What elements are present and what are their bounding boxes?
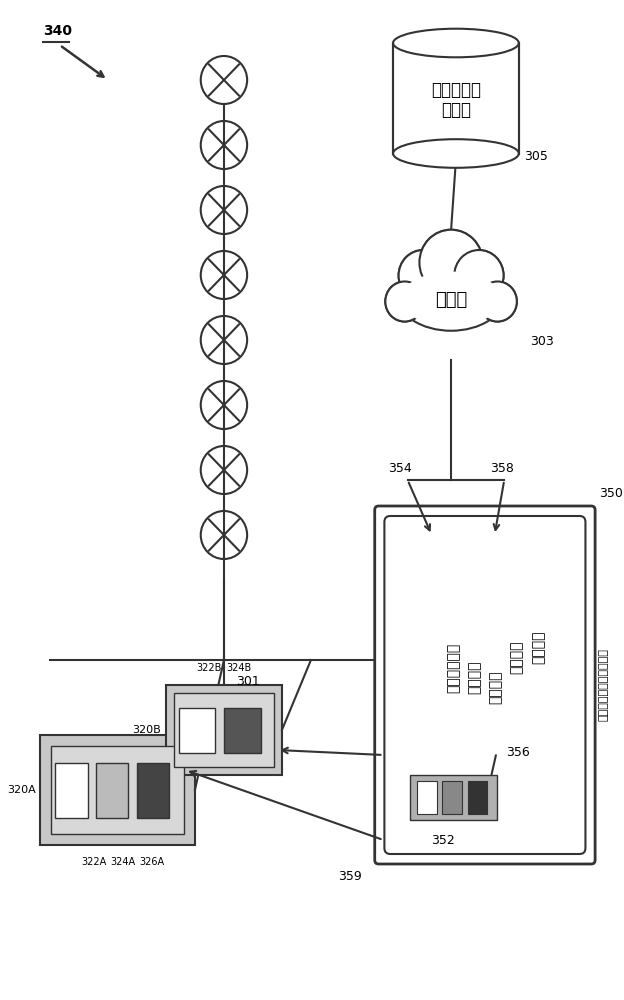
FancyBboxPatch shape [442, 780, 462, 814]
Text: 320B: 320B [132, 725, 161, 735]
Text: 324B: 324B [226, 663, 251, 673]
Text: 359: 359 [338, 870, 361, 883]
FancyBboxPatch shape [225, 708, 261, 752]
Circle shape [419, 230, 483, 295]
Text: 用于场景创建的移动设备: 用于场景创建的移动设备 [599, 649, 609, 721]
Text: 调暗设置: 调暗设置 [467, 661, 481, 694]
FancyBboxPatch shape [467, 780, 487, 814]
Text: 供应商配置
数据库: 供应商配置 数据库 [431, 81, 481, 119]
Ellipse shape [393, 139, 519, 168]
FancyBboxPatch shape [384, 516, 585, 854]
Text: 开启任务照明: 开启任务照明 [446, 642, 460, 693]
Circle shape [454, 250, 504, 301]
FancyBboxPatch shape [51, 746, 184, 834]
Circle shape [399, 250, 448, 301]
Ellipse shape [399, 262, 504, 328]
Text: 301: 301 [236, 675, 260, 688]
Text: 额外功能: 额外功能 [531, 631, 545, 664]
Text: 修改场景: 修改场景 [510, 641, 524, 674]
Text: 303: 303 [530, 335, 554, 348]
FancyBboxPatch shape [178, 708, 215, 752]
Text: 350: 350 [599, 487, 623, 500]
Circle shape [386, 281, 424, 322]
Text: 关闭灯光: 关闭灯光 [489, 671, 502, 704]
FancyBboxPatch shape [55, 762, 88, 818]
FancyBboxPatch shape [96, 762, 129, 818]
Text: 322A: 322A [81, 857, 106, 867]
Text: 326A: 326A [139, 857, 164, 867]
FancyBboxPatch shape [166, 685, 282, 775]
FancyBboxPatch shape [417, 780, 437, 814]
Circle shape [478, 281, 517, 322]
FancyBboxPatch shape [393, 43, 519, 153]
FancyBboxPatch shape [409, 774, 497, 820]
Ellipse shape [393, 29, 519, 57]
FancyBboxPatch shape [137, 762, 169, 818]
Text: 320A: 320A [7, 785, 36, 795]
Text: 324A: 324A [110, 857, 135, 867]
FancyBboxPatch shape [375, 506, 595, 864]
Text: 352: 352 [431, 834, 456, 848]
Text: 因特网: 因特网 [435, 291, 467, 309]
Text: 356: 356 [506, 746, 530, 759]
Ellipse shape [401, 272, 501, 326]
FancyBboxPatch shape [174, 693, 274, 767]
FancyBboxPatch shape [41, 735, 195, 845]
Text: 340: 340 [43, 24, 72, 38]
Text: 305: 305 [524, 150, 547, 163]
Text: 358: 358 [490, 462, 514, 475]
Text: 354: 354 [388, 462, 412, 475]
Text: 322B: 322B [197, 663, 222, 673]
